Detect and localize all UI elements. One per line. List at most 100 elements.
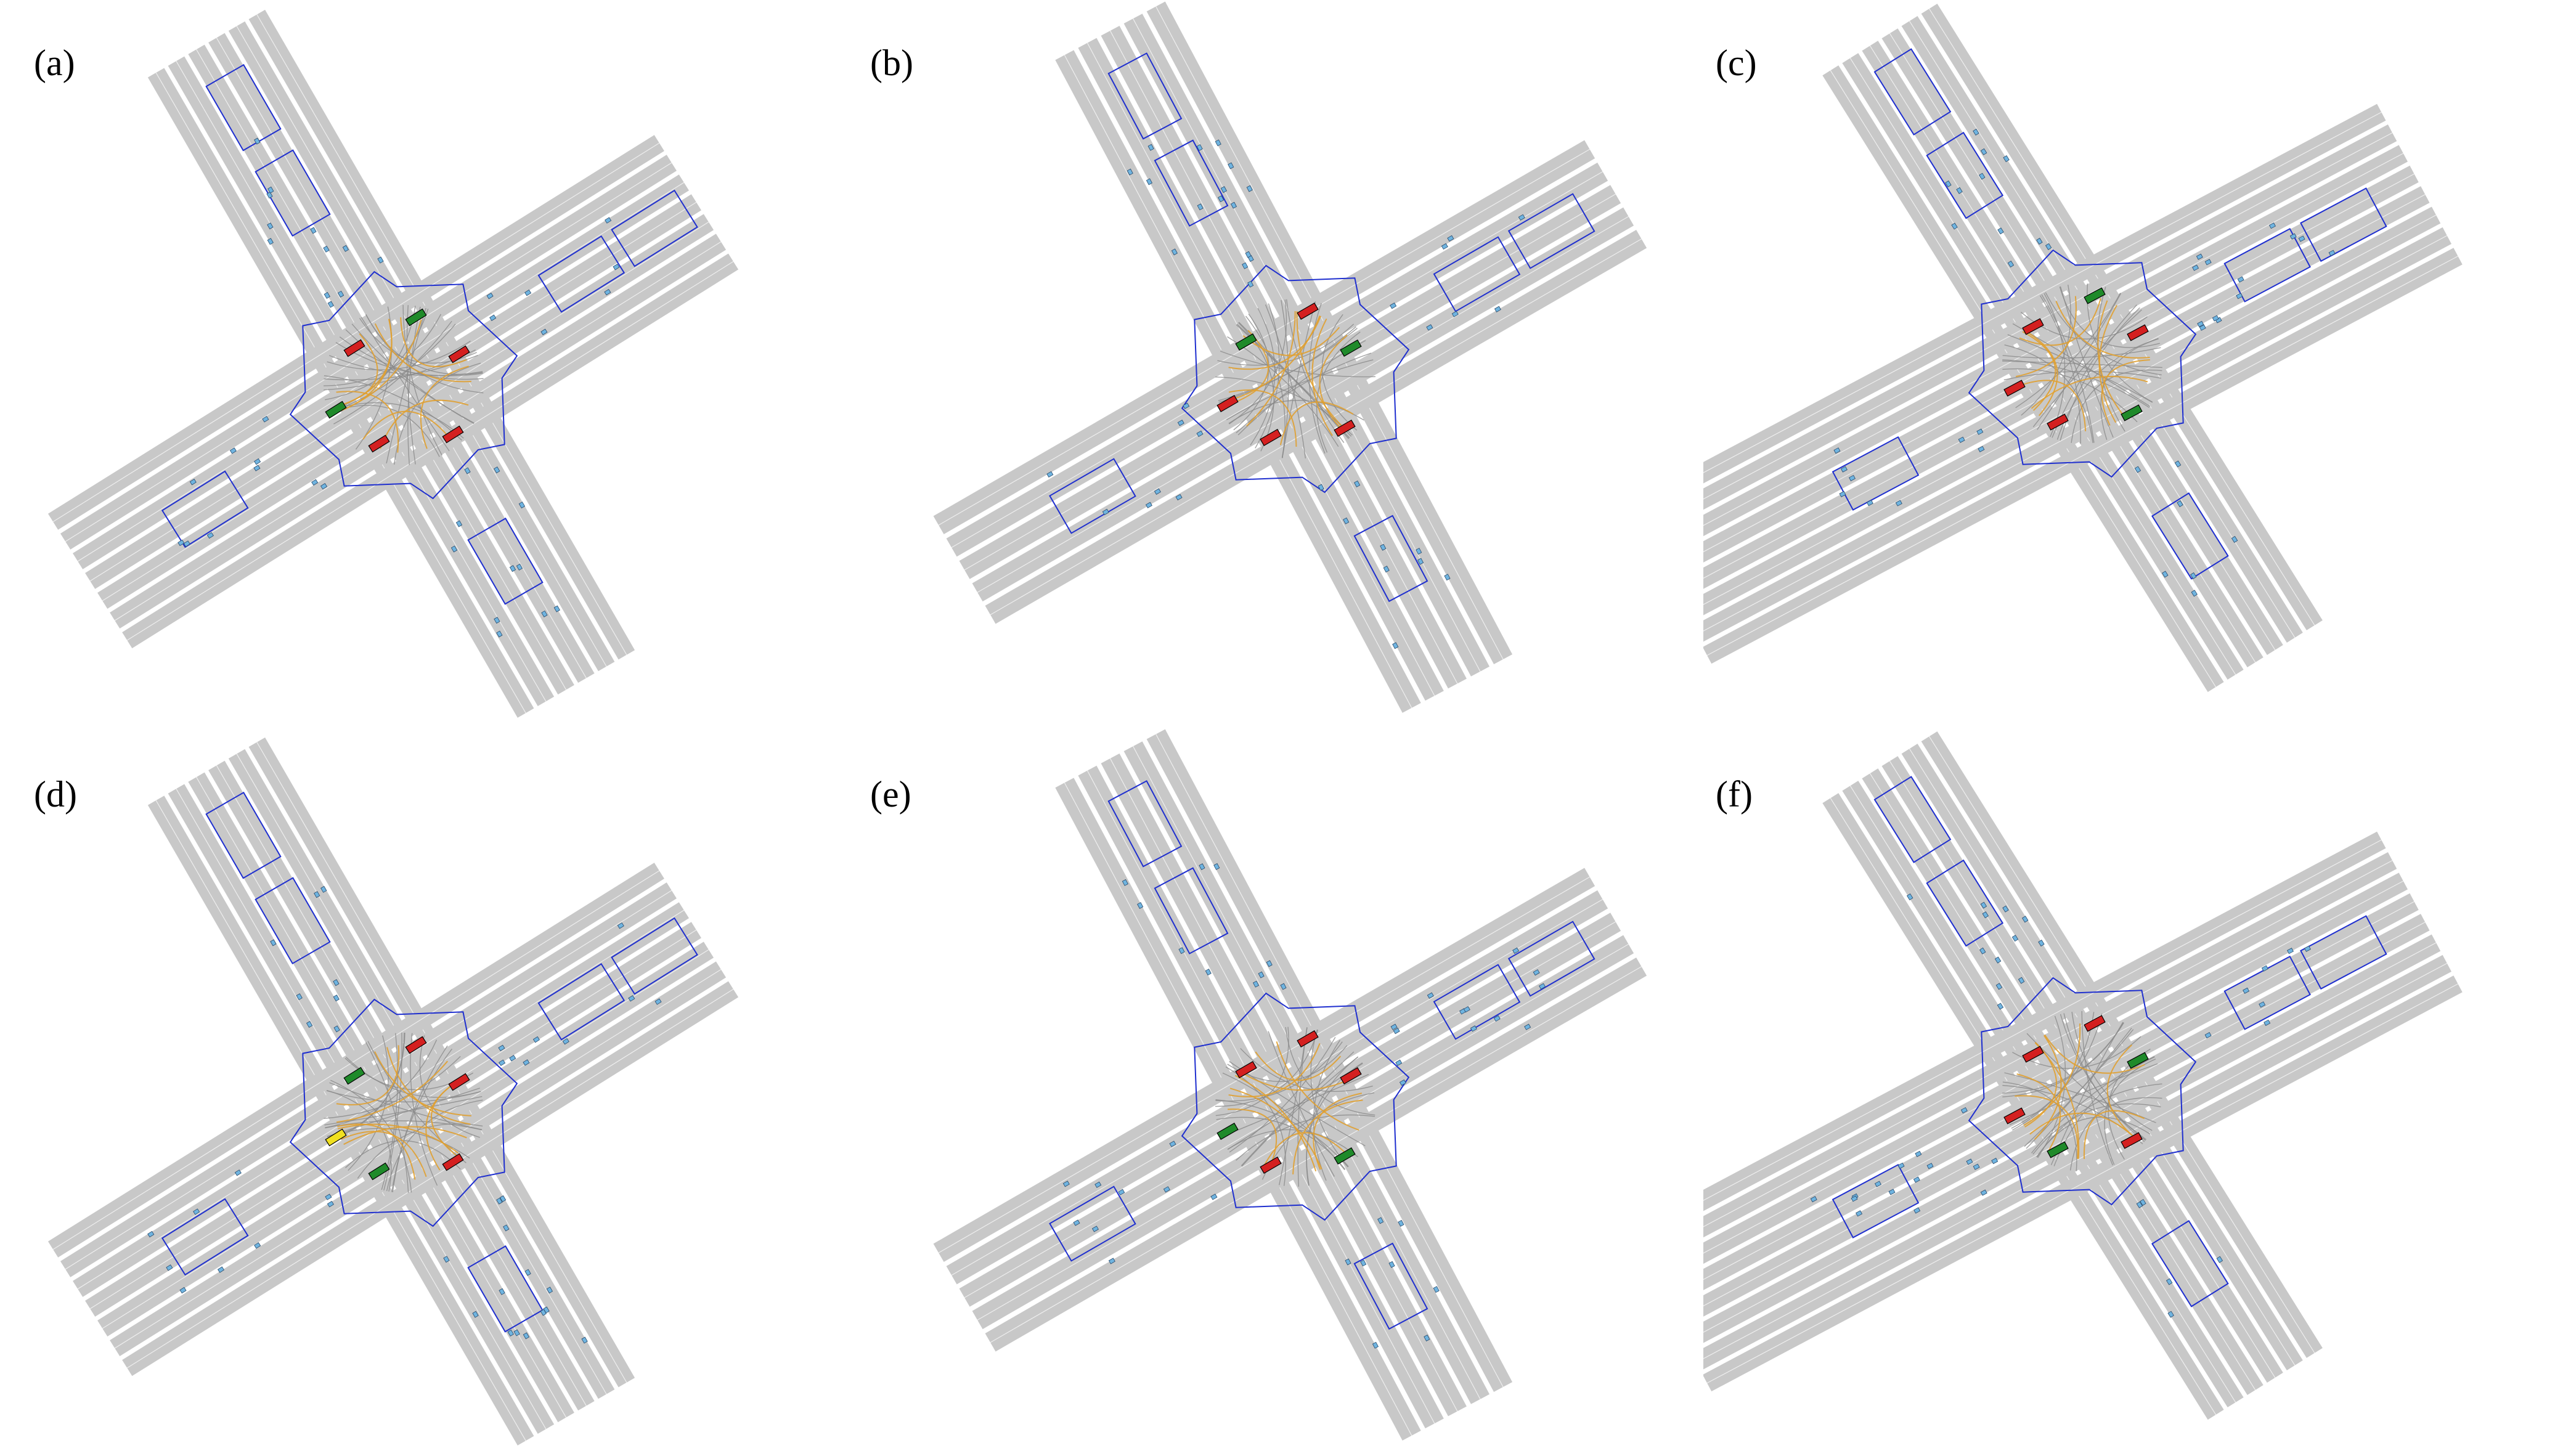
agent-marker <box>2268 222 2276 229</box>
crosswalk-line <box>2024 1041 2057 1128</box>
traffic-light <box>405 308 427 327</box>
traffic-light-group <box>2003 287 2149 431</box>
boundary-outline <box>1507 921 1595 997</box>
agent-marker <box>1390 303 1397 309</box>
agent-marker <box>1979 947 1986 954</box>
agent-marker <box>1169 1141 1176 1147</box>
map-panel-a <box>47 9 739 718</box>
agent-marker <box>1979 173 1986 180</box>
agent-marker <box>617 922 624 929</box>
traffic-light <box>343 1067 365 1085</box>
agent-marker <box>1383 566 1390 573</box>
crosswalk-line <box>2044 1034 2145 1074</box>
connector-lane <box>333 320 452 425</box>
agent-marker <box>1197 203 1204 211</box>
agent-marker <box>2192 264 2199 271</box>
agent-marker <box>267 238 274 245</box>
lane-centerline <box>964 193 1616 571</box>
agent-marker <box>1958 436 1965 443</box>
boundary-outline <box>467 1245 544 1333</box>
connector-lane <box>1222 1072 1345 1170</box>
agent-marker <box>1810 1196 1817 1203</box>
agent-marker <box>327 301 334 308</box>
connector-lane <box>383 1033 402 1191</box>
agent-group <box>147 885 662 1344</box>
connector-lane <box>2059 287 2160 348</box>
lane-centerline <box>977 216 1629 593</box>
agent-marker <box>1205 969 1212 976</box>
connector-lane <box>1282 301 1316 458</box>
crosswalk-line <box>1255 1051 1342 1081</box>
agent-marker <box>1980 1189 1987 1196</box>
connector-lane <box>2004 1072 2156 1123</box>
crosswalk-line <box>1228 1108 1278 1169</box>
map-panel-c <box>1703 4 2463 693</box>
agent-marker <box>509 1055 516 1062</box>
lane-centerline <box>1703 132 2393 500</box>
agent-marker <box>234 1169 242 1176</box>
connector-lane <box>1281 299 1289 458</box>
agent-marker <box>509 565 516 572</box>
agent-marker <box>2197 320 2204 327</box>
agent-marker <box>540 328 548 335</box>
agent-marker <box>254 458 261 465</box>
agent-marker <box>1258 971 1265 978</box>
agent-marker <box>1178 947 1185 954</box>
boundary-outline <box>289 998 518 1227</box>
boundary-outline <box>1873 776 1952 863</box>
agent-marker <box>1851 1195 1858 1202</box>
boundary-outline <box>205 791 282 879</box>
agent-marker <box>489 314 497 321</box>
boundary-group <box>1832 48 2387 580</box>
agent-marker <box>486 293 494 299</box>
lane-centerline <box>951 171 1603 548</box>
traffic-light <box>325 401 347 419</box>
agent-marker <box>546 1287 553 1294</box>
agent-marker <box>1951 222 1958 230</box>
agent-marker <box>2328 250 2336 256</box>
traffic-light-group <box>325 308 470 453</box>
agent-marker <box>1978 445 1985 452</box>
crosswalk-line <box>2018 380 2087 431</box>
agent-marker <box>1242 262 1249 269</box>
boundary-group <box>1049 780 1595 1330</box>
agent-marker <box>1897 1162 1905 1169</box>
agent-marker <box>1945 180 1952 187</box>
traffic-light <box>2121 1132 2143 1149</box>
agent-marker <box>2204 259 2212 266</box>
agent-marker <box>1960 1107 1968 1114</box>
connector-lane <box>324 1096 483 1126</box>
connector-lane <box>1313 1039 1341 1181</box>
agent-marker <box>1091 1226 1099 1232</box>
lane-centerline <box>1703 839 2382 1201</box>
traffic-light <box>1297 302 1319 320</box>
agent-marker <box>1318 484 1324 491</box>
agent-marker <box>2264 1019 2271 1026</box>
boundary-outline <box>1873 48 1952 136</box>
connector-lane <box>2045 292 2162 376</box>
agent-marker <box>2045 243 2052 250</box>
agent-marker <box>1451 311 1459 317</box>
agent-marker <box>1094 1181 1102 1188</box>
boundary-outline <box>255 877 331 965</box>
traffic-light <box>1340 339 1362 357</box>
connector-lane <box>406 305 416 465</box>
crosswalk-line <box>336 1060 449 1123</box>
agent-marker <box>1895 500 1902 506</box>
agent-marker <box>333 1025 340 1033</box>
agent-marker <box>1980 148 1987 155</box>
lane-centerline <box>114 241 722 621</box>
boundary-outline <box>1926 859 2004 947</box>
traffic-light <box>1235 1060 1257 1079</box>
agent-marker <box>1426 324 1433 331</box>
crosswalk-group <box>1228 311 1354 447</box>
connector-lane <box>1268 1031 1335 1177</box>
crosswalk-line <box>2015 1095 2079 1159</box>
agent-marker <box>604 288 611 296</box>
traffic-light <box>1260 428 1282 447</box>
agent-marker <box>654 998 662 1005</box>
panel-c: (c) <box>1703 0 2555 728</box>
traffic-light <box>2047 1141 2069 1158</box>
boundary-outline <box>161 1198 249 1276</box>
agent-marker <box>523 1059 530 1066</box>
